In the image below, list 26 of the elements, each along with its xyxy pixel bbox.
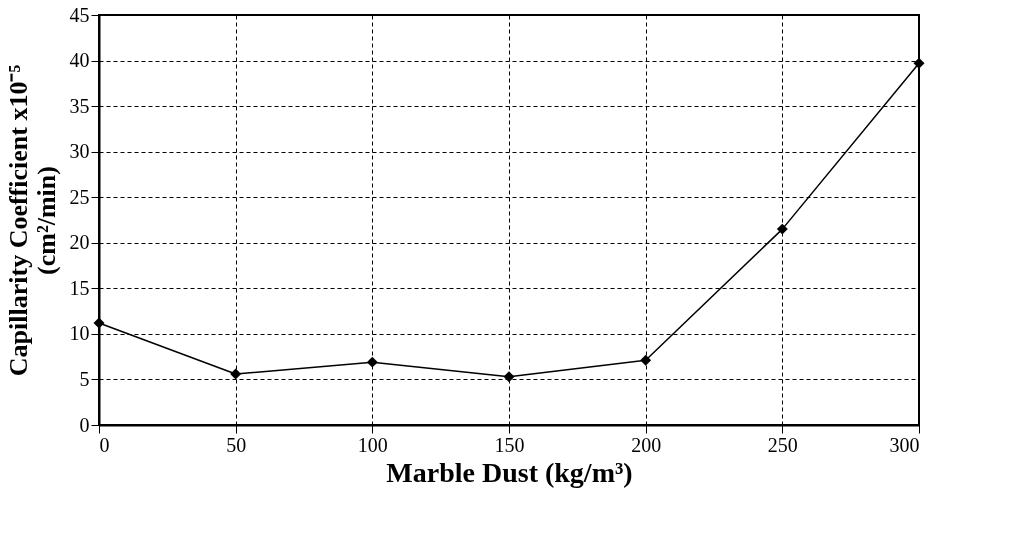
y-tick-label: 25	[69, 185, 90, 208]
y-tick-label: 30	[69, 140, 90, 163]
x-tick-label: 150	[494, 433, 525, 456]
y-tick-label: 0	[79, 413, 90, 436]
point	[93, 317, 105, 329]
x-tick-label: 50	[226, 433, 247, 456]
y-tick-label: 35	[69, 94, 90, 117]
y-tick-label: 45	[69, 3, 90, 26]
y-tick-label: 10	[69, 322, 90, 345]
x-tick-label: 100	[357, 433, 388, 456]
point	[366, 356, 378, 368]
x-axis-title: Marble Dust (kg/m³)	[386, 456, 633, 488]
y-tick-label: 20	[69, 231, 90, 254]
y-tick-label: 40	[69, 49, 90, 72]
y-tick-label: 15	[69, 276, 90, 299]
x-tick-label: 250	[767, 433, 798, 456]
point	[230, 368, 242, 380]
x-tick-label: 0	[99, 433, 110, 456]
point	[503, 371, 515, 383]
y-axis-title: Capillarity Coefficient x10⁻⁵ (cm²/min)	[3, 64, 61, 377]
x-tick-label: 300	[889, 433, 920, 456]
point	[913, 57, 925, 69]
x-tick-label: 200	[631, 433, 662, 456]
point	[776, 223, 788, 235]
y-tick-label: 5	[79, 367, 90, 390]
point	[640, 354, 652, 366]
